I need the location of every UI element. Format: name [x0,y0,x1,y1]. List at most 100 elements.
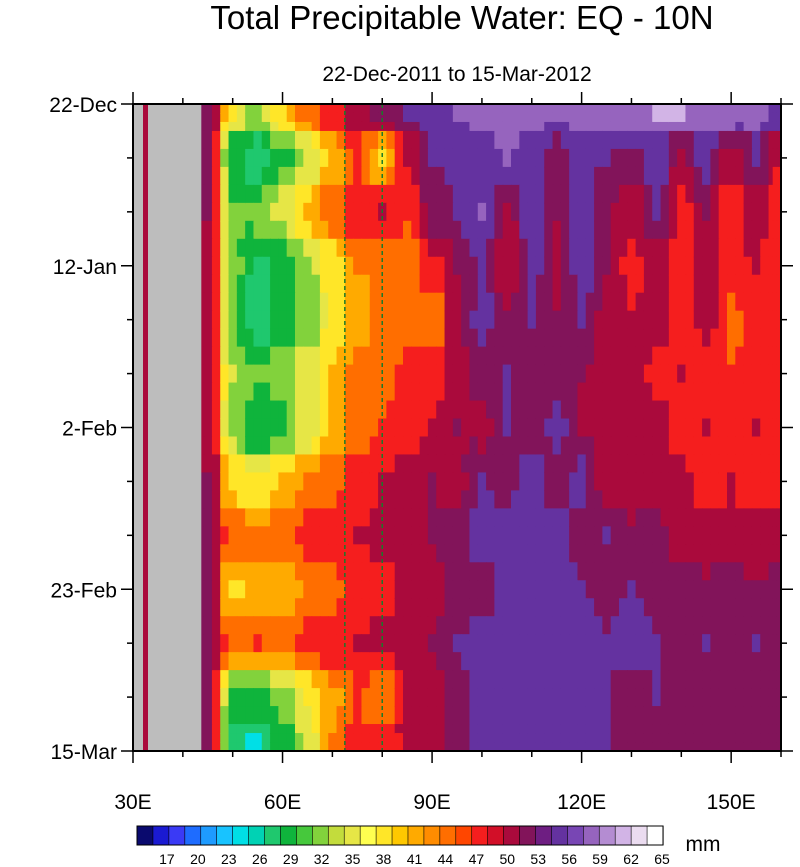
heatmap-cell [228,382,238,402]
heatmap-cell [394,688,404,707]
heatmap-cell [627,670,637,689]
heatmap-cell [328,544,338,563]
heatmap-cell [461,220,471,240]
heatmap-cell [427,202,437,222]
heatmap-cell [344,364,354,384]
heatmap-cell [403,256,412,276]
heatmap-cell [336,310,346,330]
heatmap-cell [685,238,695,258]
heatmap-cell [403,508,412,527]
heatmap-cell [560,670,570,689]
heatmap-cell [619,580,628,599]
heatmap-cell [295,292,304,312]
heatmap-cell [677,202,687,222]
heatmap-cell [660,724,670,734]
heatmap-cell [585,634,595,653]
heatmap-cell [635,112,645,123]
heatmap-cell [295,364,304,384]
heatmap-cell [253,310,263,330]
heatmap-cell [627,634,637,653]
heatmap-cell [328,670,338,689]
heatmap-cell [702,580,711,599]
heatmap-cell [452,292,462,312]
heatmap-cell [693,634,703,653]
heatmap-cell [710,526,720,545]
heatmap-cell [610,562,620,581]
colorbar-tick-label: 32 [314,851,330,867]
heatmap-cell [693,562,703,581]
heatmap-cell [419,544,429,563]
heatmap-cell [619,382,628,402]
heatmap-cell [436,544,446,563]
heatmap-cell [635,670,645,689]
heatmap-cell [610,346,620,366]
heatmap-cell [344,652,354,671]
heatmap-cell [353,364,363,384]
heatmap-cell [278,202,288,222]
heatmap-cell [660,121,670,132]
heatmap-cell [751,328,761,348]
heatmap-cell [486,580,495,599]
heatmap-cell [286,724,296,734]
heatmap-cell [519,256,529,276]
heatmap-cell [635,634,645,653]
heatmap-cell [452,634,462,653]
heatmap-cell [776,724,781,734]
heatmap-cell [519,526,529,545]
heatmap-cell [469,742,479,751]
heatmap-cell [477,706,487,725]
heatmap-cell [652,148,662,168]
heatmap-cell [369,346,379,366]
heatmap-cell [702,652,711,671]
heatmap-cell [236,238,246,258]
heatmap-cell [602,148,612,168]
heatmap-cell [727,580,736,599]
heatmap-cell [693,733,703,743]
heatmap-cell [236,202,246,222]
heatmap-cell [477,121,487,132]
heatmap-cell [311,454,321,474]
heatmap-cell [469,364,479,384]
heatmap-cell [560,202,570,222]
heatmap-cell [403,382,412,402]
heatmap-cell [660,472,670,491]
colorbar-labels: 17 20 23 26 29 32 35 38 41 44 47 50 53 56 59 62 65 [159,851,670,867]
heatmap-cell [494,121,504,132]
heatmap-cell [768,112,774,123]
heatmap-cell [743,418,753,438]
heatmap-cell [535,562,545,581]
heatmap-cell [772,256,778,276]
heatmap-cell [278,346,288,366]
heatmap-cell [278,310,288,330]
heatmap-cell [319,724,329,734]
heatmap-cell [394,724,404,734]
heatmap-cell [619,436,628,456]
heatmap-cell [577,112,587,123]
heatmap-cell [652,526,662,545]
colorbar-tick-label: 17 [159,851,175,867]
heatmap-cell [560,580,570,599]
heatmap-cell [627,724,637,734]
heatmap-cell [560,418,570,438]
heatmap-cell [452,733,462,743]
heatmap-cell [635,724,645,734]
heatmap-cell [610,616,620,635]
heatmap-cell [544,616,554,635]
heatmap-cell [469,454,479,474]
heatmap-cell [436,418,446,438]
heatmap-cell [203,562,213,581]
heatmap-cell [776,202,781,222]
heatmap-cell [768,346,774,366]
heatmap-cell [627,688,637,707]
heatmap-cell [228,454,238,474]
heatmap-cell [386,688,396,707]
heatmap-cell [444,526,454,545]
heatmap-cell [594,544,603,563]
heatmap-cell [336,706,346,725]
colorbar-swatch [614,825,632,846]
heatmap-cell [772,382,778,402]
heatmap-cell [394,202,404,222]
heatmap-cell [776,256,781,276]
heatmap-cell [336,104,346,114]
heatmap-cell [328,562,338,581]
